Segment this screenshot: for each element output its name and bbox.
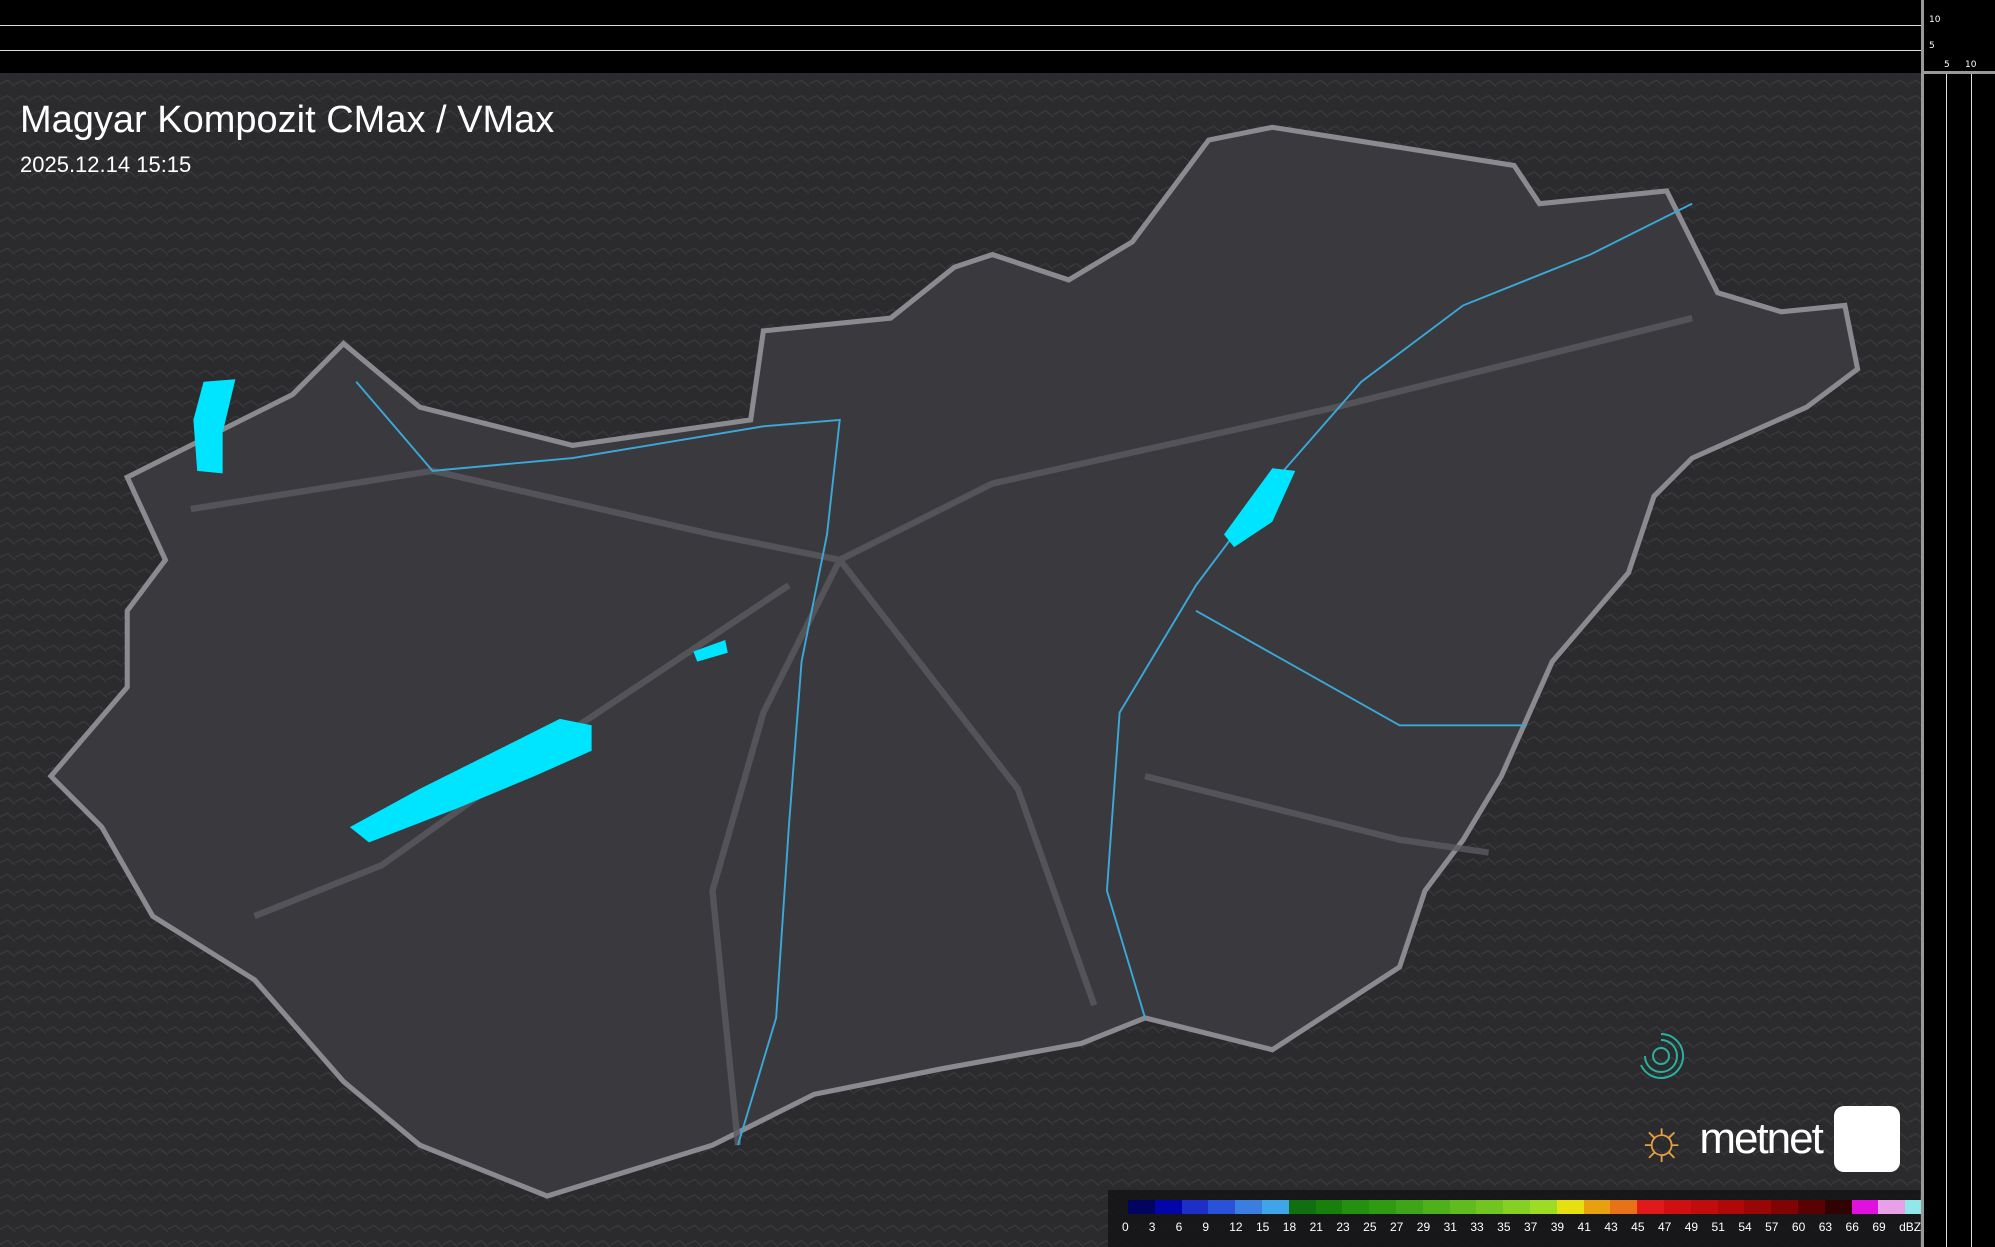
map-title: Magyar Kompozit CMax / VMax <box>20 99 555 141</box>
legend-label: 66 <box>1845 1220 1859 1234</box>
legend-swatch <box>1315 1200 1343 1214</box>
legend-color-bar <box>1128 1200 1921 1214</box>
legend-label: 47 <box>1657 1220 1672 1234</box>
legend-label: 63 <box>1818 1220 1833 1234</box>
legend-label: 33 <box>1470 1220 1484 1234</box>
scale-separator <box>1924 71 1995 74</box>
legend-label: 49 <box>1684 1220 1699 1234</box>
legend-swatch <box>1342 1200 1370 1214</box>
legend-swatch <box>1181 1200 1209 1214</box>
legend-swatch <box>1663 1200 1691 1214</box>
legend-swatch <box>1905 1200 1921 1214</box>
legend-unit: dBZ <box>1899 1220 1921 1234</box>
scale-line-10v <box>1971 74 1972 1247</box>
legend-swatch <box>1261 1200 1289 1214</box>
lake-balaton <box>349 718 592 843</box>
tick-label: 5 <box>1944 60 1950 70</box>
legend-label: 23 <box>1336 1220 1350 1234</box>
legend-label: 45 <box>1631 1220 1645 1234</box>
logo-text: metnet <box>1699 1114 1824 1163</box>
legend-label: 25 <box>1363 1220 1377 1234</box>
legend-swatch <box>1208 1200 1236 1214</box>
legend-label: 21 <box>1309 1220 1323 1234</box>
legend-label: 35 <box>1497 1220 1511 1234</box>
legend-label: 54 <box>1738 1220 1752 1234</box>
legend-label: 43 <box>1604 1220 1618 1234</box>
legend-labels: 0 3 6 9 12 15 18 21 23 25 27 29 31 33 35 37 39 41 43 45 47 49… <box>1122 1220 1921 1234</box>
legend-swatch <box>1369 1200 1396 1214</box>
scale-line-5 <box>0 50 1921 51</box>
legend-label: 0 <box>1122 1220 1129 1234</box>
legend-swatch <box>1851 1200 1879 1214</box>
scale-line-5v <box>1946 74 1947 1247</box>
legend-label: 12 <box>1229 1220 1243 1234</box>
lake-velence <box>693 640 728 662</box>
legend-swatch <box>1583 1200 1611 1214</box>
radar-map[interactable]: ☼ metnet 0 3 6 9 12 15 18 21 23 25 27 29 31 33 35 37 39 4… <box>0 73 1921 1247</box>
legend-label: 6 <box>1175 1220 1183 1234</box>
country-border <box>47 124 1861 1199</box>
legend-swatch <box>1824 1200 1852 1214</box>
timestamp: 2025.12.14 15:15 <box>20 152 192 177</box>
legend-swatch <box>1422 1200 1450 1214</box>
legend-swatch <box>1610 1200 1638 1214</box>
tick-label: 10 <box>1929 15 1941 25</box>
legend-label: 31 <box>1443 1220 1457 1234</box>
legend-swatch <box>1235 1200 1262 1214</box>
legend-label: 29 <box>1416 1220 1431 1234</box>
metnet-logo: ☼ metnet <box>1636 1032 1900 1174</box>
legend-label: 37 <box>1523 1220 1538 1234</box>
legend-label: 69 <box>1872 1220 1886 1234</box>
hungary-map <box>0 73 1921 1247</box>
legend-swatch <box>1288 1200 1316 1214</box>
legend-swatch <box>1717 1200 1745 1214</box>
legend-swatch <box>1128 1200 1155 1214</box>
legend-swatch <box>1476 1200 1504 1214</box>
legend-label: 39 <box>1550 1220 1565 1234</box>
legend-label: 51 <box>1711 1220 1725 1234</box>
scale-line-10 <box>0 25 1921 26</box>
legend-label: 9 <box>1202 1220 1210 1234</box>
legend-label: 3 <box>1148 1220 1156 1234</box>
legend-label: 15 <box>1255 1220 1270 1234</box>
tick-label: 10 <box>1965 60 1977 70</box>
app-icon <box>1640 1032 1900 1172</box>
legend-swatch <box>1771 1200 1798 1214</box>
legend-label: 60 <box>1791 1220 1806 1234</box>
lake-ferto <box>193 379 236 474</box>
legend-swatch <box>1449 1200 1477 1214</box>
legend-swatch <box>1154 1200 1182 1214</box>
lake-tisza <box>1223 468 1296 548</box>
sun-icon: ☼ <box>1636 1107 1688 1170</box>
legend-label: 27 <box>1389 1220 1404 1234</box>
legend-swatch <box>1556 1200 1584 1214</box>
legend-swatch <box>1797 1200 1825 1214</box>
tick-label: 5 <box>1929 41 1935 51</box>
right-scale-bar: 10 5 5 10 <box>1921 0 1995 1247</box>
legend-label: 57 <box>1765 1220 1779 1234</box>
dbz-color-legend: 0 3 6 9 12 15 18 21 23 25 27 29 31 33 35 37 39 41 43 45 47 49… <box>1108 1190 1921 1247</box>
top-scale-bar <box>0 0 1921 73</box>
legend-label: 18 <box>1282 1220 1297 1234</box>
legend-swatch <box>1637 1200 1664 1214</box>
legend-swatch <box>1744 1200 1772 1214</box>
legend-swatch <box>1395 1200 1423 1214</box>
legend-swatch <box>1503 1200 1530 1214</box>
legend-swatch <box>1690 1200 1718 1214</box>
legend-label: 41 <box>1577 1220 1591 1234</box>
legend-swatch <box>1529 1200 1557 1214</box>
legend-swatch <box>1878 1200 1906 1214</box>
